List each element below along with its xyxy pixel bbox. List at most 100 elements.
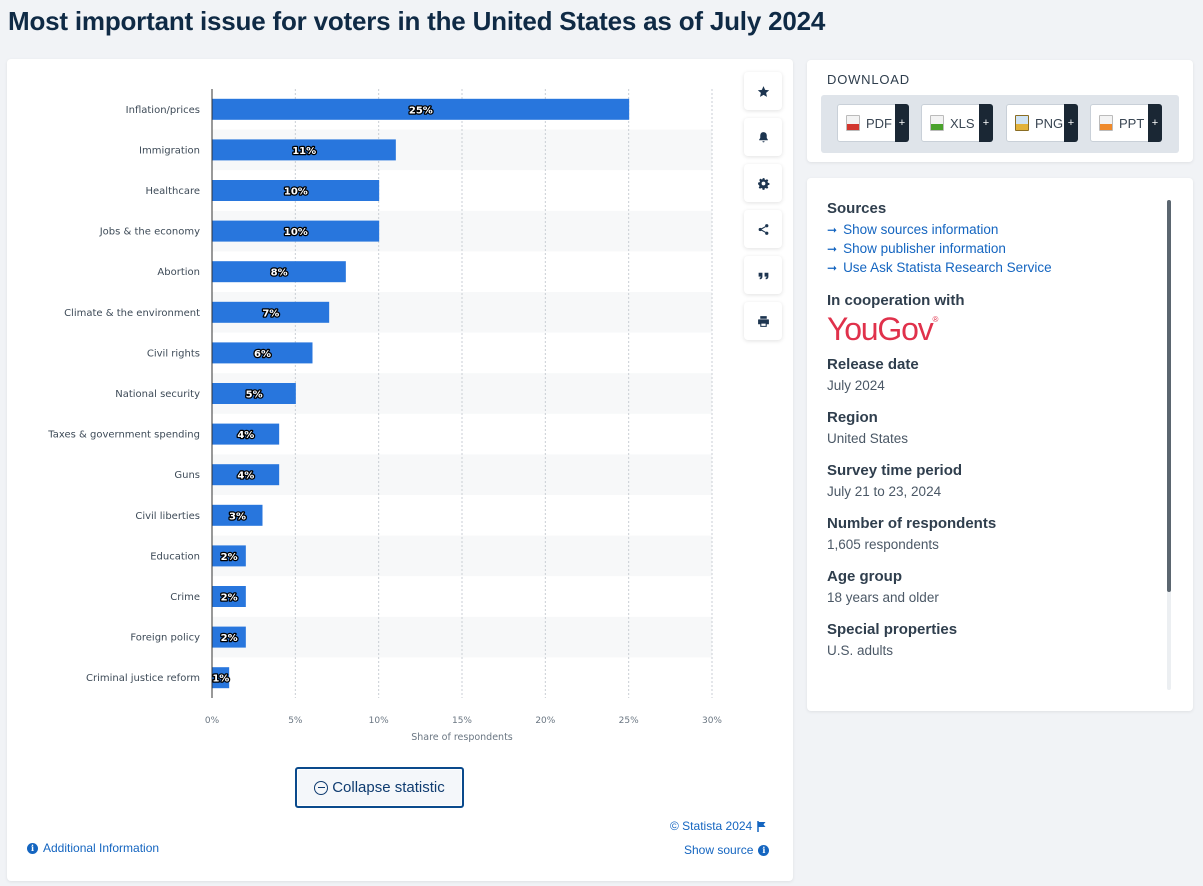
pdf-label: PDF <box>866 115 892 131</box>
minus-circle-icon <box>314 780 329 795</box>
arrow-right-icon: ➞ <box>827 222 838 237</box>
settings-button[interactable] <box>744 164 782 202</box>
category-label: Foreign policy <box>130 633 200 644</box>
show-sources-link[interactable]: ➞ Show sources information <box>827 222 1157 237</box>
bar <box>212 139 396 161</box>
favorite-button[interactable] <box>744 72 782 110</box>
bar <box>212 464 280 486</box>
plus-icon: + <box>1148 104 1162 142</box>
bar-value-label: 7% <box>262 308 279 319</box>
yougov-logo: YouGov® <box>827 311 1157 348</box>
region-heading: Region <box>827 409 878 426</box>
category-label: Civil liberties <box>135 511 200 522</box>
bar-value-label: 6% <box>254 349 271 360</box>
bar <box>212 220 380 242</box>
x-tick-label: 20% <box>535 716 555 726</box>
info-scrollbar[interactable] <box>1167 200 1171 690</box>
category-label: Criminal justice reform <box>86 673 200 684</box>
download-pdf-button[interactable]: PDF + <box>837 104 909 142</box>
x-tick-label: 25% <box>619 716 639 726</box>
category-label: Inflation/prices <box>126 105 200 116</box>
category-label: Jobs & the economy <box>99 227 200 238</box>
plus-icon: + <box>979 104 993 142</box>
bar <box>212 383 296 404</box>
share-icon <box>758 223 768 235</box>
bar <box>212 342 313 364</box>
show-publisher-link[interactable]: ➞ Show publisher information <box>827 241 1157 256</box>
ppt-file-icon <box>1099 115 1113 131</box>
bar-value-label: 2% <box>221 593 238 604</box>
statista-copyright-link[interactable]: © Statista 2024 <box>670 819 767 833</box>
bar-value-label: 2% <box>221 552 238 563</box>
x-axis-title: Share of respondents <box>411 732 513 743</box>
age-group-heading: Age group <box>827 568 902 585</box>
additional-information-label: Additional Information <box>43 841 160 855</box>
info-content: Sources ➞ Show sources information ➞ Show … <box>827 200 1157 658</box>
download-title: DOWNLOAD <box>827 72 910 87</box>
png-label: PNG <box>1035 115 1064 131</box>
bar <box>212 545 246 567</box>
arrow-right-icon: ➞ <box>827 241 838 256</box>
bar-value-label: 10% <box>284 227 308 238</box>
category-label: Climate & the environment <box>64 308 200 319</box>
bell-icon <box>758 131 768 142</box>
additional-information-link[interactable]: i Additional Information <box>27 841 159 855</box>
bar-value-label: 10% <box>284 187 308 198</box>
x-tick-label: 0% <box>205 716 220 726</box>
statistic-info-card: Sources ➞ Show sources information ➞ Show … <box>807 178 1193 711</box>
download-card: DOWNLOAD PDF + XLS + PNG + PPT + <box>807 60 1193 162</box>
info-icon: i <box>758 844 770 856</box>
collapse-statistic-button[interactable]: Collapse statistic <box>295 767 464 808</box>
category-label: Guns <box>174 470 200 481</box>
age-group-value: 18 years and older <box>827 590 939 605</box>
print-button[interactable] <box>744 302 782 340</box>
copyright-label: © Statista 2024 <box>670 819 753 833</box>
bar <box>212 98 630 120</box>
respondents-value: 1,605 respondents <box>827 537 939 552</box>
download-xls-button[interactable]: XLS + <box>921 104 993 142</box>
show-source-label: Show source <box>684 843 754 857</box>
bar-value-label: 8% <box>271 268 288 279</box>
bar <box>212 301 330 323</box>
xls-file-icon <box>930 115 944 131</box>
bar-value-label: 2% <box>221 633 238 644</box>
share-button[interactable] <box>744 210 782 248</box>
bar-value-label: 11% <box>292 146 316 157</box>
bar-value-label: 25% <box>409 105 433 116</box>
bar <box>212 180 380 201</box>
plus-icon: + <box>895 104 909 142</box>
download-png-button[interactable]: PNG + <box>1006 104 1078 142</box>
show-source-link[interactable]: Show source i <box>684 843 770 857</box>
sources-heading: Sources <box>827 200 887 217</box>
pdf-file-icon <box>846 115 860 131</box>
category-label: Crime <box>170 592 200 603</box>
show-sources-label: Show sources information <box>843 222 999 237</box>
category-label: Healthcare <box>145 186 200 197</box>
category-label: National security <box>115 389 200 400</box>
cite-button[interactable] <box>744 256 782 294</box>
flag-icon <box>757 820 766 832</box>
yougov-logo-text: YouGov <box>827 311 934 347</box>
ask-statista-link[interactable]: ➞ Use Ask Statista Research Service <box>827 260 1157 275</box>
category-label: Civil rights <box>147 348 200 359</box>
scrollbar-thumb[interactable] <box>1167 200 1171 592</box>
xls-label: XLS <box>950 115 975 131</box>
special-properties-heading: Special properties <box>827 621 958 638</box>
special-properties-value: U.S. adults <box>827 643 894 658</box>
arrow-right-icon: ➞ <box>827 260 838 275</box>
download-ppt-button[interactable]: PPT + <box>1090 104 1162 142</box>
bar <box>212 626 246 648</box>
bar-chart: 0% 5% 10% 15% 20% 25% 30% Inflation/prices 25% Im… <box>47 89 722 743</box>
bar <box>212 423 280 445</box>
collapse-label: Collapse statistic <box>332 779 445 796</box>
star-icon <box>757 85 769 97</box>
bar-value-label: 4% <box>237 430 254 441</box>
x-tick-label: 10% <box>369 716 389 726</box>
print-icon <box>757 315 769 327</box>
info-icon: i <box>27 842 38 854</box>
ask-statista-label: Use Ask Statista Research Service <box>843 260 1052 275</box>
registered-mark: ® <box>932 315 939 324</box>
respondents-heading: Number of respondents <box>827 515 997 532</box>
notification-button[interactable] <box>744 118 782 156</box>
x-tick-label: 15% <box>452 716 472 726</box>
